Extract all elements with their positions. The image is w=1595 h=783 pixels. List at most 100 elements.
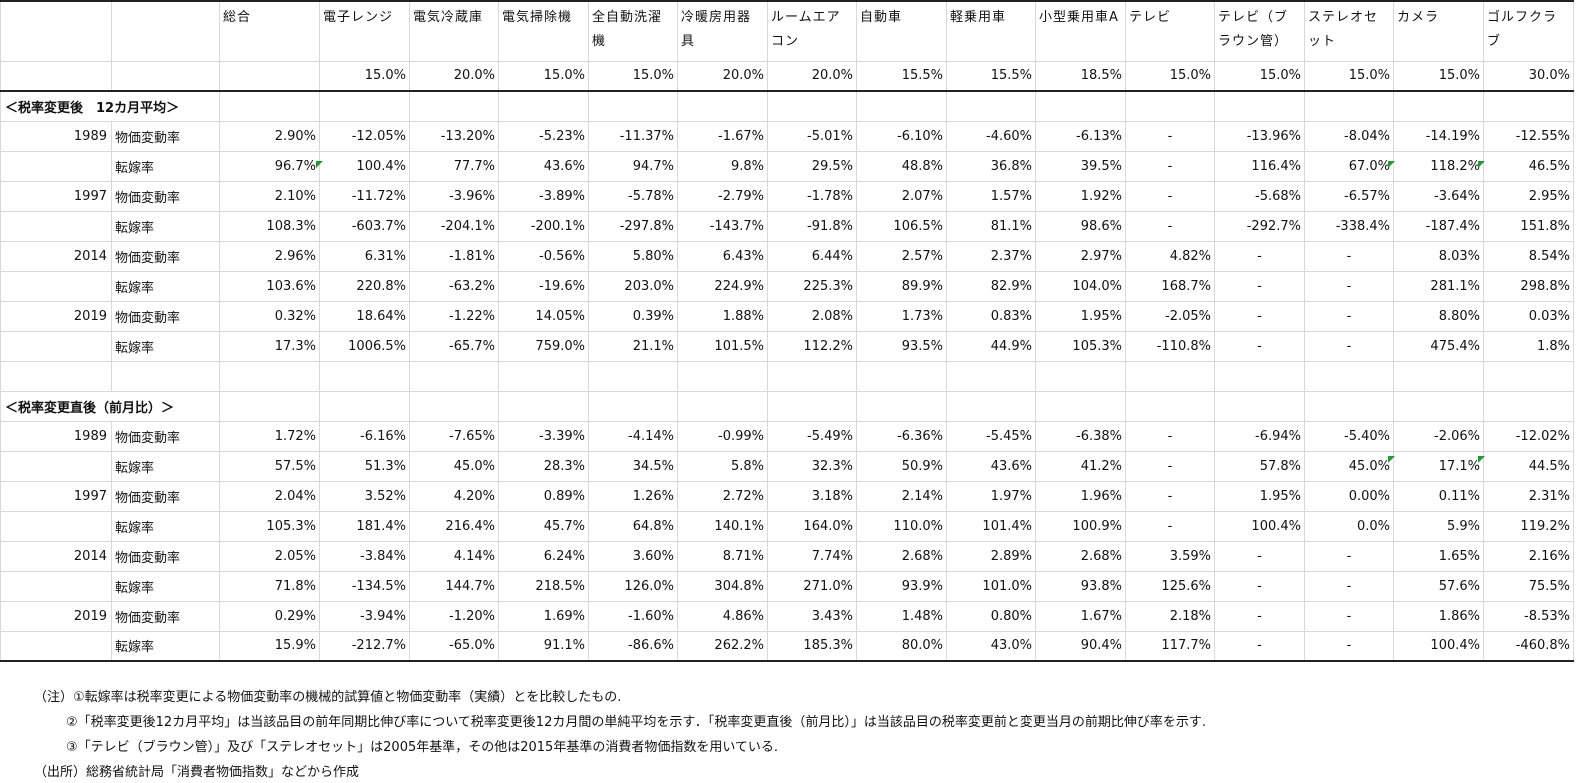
year-cell[interactable]: 2019 (0, 600, 112, 632)
empty-cell[interactable] (219, 360, 320, 392)
value-cell[interactable]: 90.4% (1035, 630, 1126, 662)
header-product[interactable]: 小型乗用車A (1035, 0, 1126, 62)
value-cell[interactable]: 43.6% (498, 150, 589, 182)
value-cell[interactable]: -1.78% (767, 180, 857, 212)
value-cell[interactable]: 8.80% (1393, 300, 1484, 332)
value-cell[interactable]: 41.2% (1035, 450, 1126, 482)
value-cell[interactable]: -63.2% (409, 270, 499, 302)
metric-label[interactable]: 転嫁率 (111, 450, 220, 482)
value-cell[interactable]: 93.8% (1035, 570, 1126, 602)
tax-rate-cell[interactable]: 15.0% (319, 60, 410, 92)
value-cell[interactable]: -13.20% (409, 120, 499, 152)
value-cell[interactable]: 168.7% (1125, 270, 1215, 302)
tax-rate-cell[interactable]: 15.0% (1393, 60, 1484, 92)
value-cell[interactable]: -65.0% (409, 630, 499, 662)
value-cell[interactable]: 67.0% (1304, 150, 1394, 182)
value-cell[interactable]: 2.72% (677, 480, 768, 512)
value-cell[interactable]: 100.4% (319, 150, 410, 182)
comment-indicator[interactable] (1478, 161, 1485, 168)
empty-cell[interactable] (0, 0, 112, 62)
year-cell[interactable]: 1997 (0, 480, 112, 512)
value-cell[interactable]: 93.9% (856, 570, 947, 602)
empty-cell[interactable] (219, 90, 320, 122)
value-cell[interactable]: 2.10% (219, 180, 320, 212)
value-cell[interactable]: 3.52% (319, 480, 410, 512)
value-cell[interactable]: 100.9% (1035, 510, 1126, 542)
empty-cell[interactable] (1304, 360, 1394, 392)
empty-cell[interactable] (588, 390, 678, 422)
value-cell[interactable]: 1.57% (946, 180, 1036, 212)
metric-label[interactable]: 転嫁率 (111, 510, 220, 542)
value-cell[interactable]: 298.8% (1483, 270, 1574, 302)
value-cell[interactable]: 117.7% (1125, 630, 1215, 662)
value-cell[interactable]: -212.7% (319, 630, 410, 662)
value-cell[interactable]: -65.7% (409, 330, 499, 362)
metric-label[interactable]: 転嫁率 (111, 150, 220, 182)
value-cell[interactable]: 1.97% (946, 480, 1036, 512)
value-cell[interactable]: 100.4% (1393, 630, 1484, 662)
value-cell[interactable]: 3.18% (767, 480, 857, 512)
empty-cell[interactable] (1125, 360, 1215, 392)
header-product[interactable]: 電気掃除機 (498, 0, 589, 62)
value-cell[interactable]: 8.03% (1393, 240, 1484, 272)
value-cell[interactable]: - (1214, 600, 1305, 632)
value-cell[interactable]: -12.05% (319, 120, 410, 152)
value-cell[interactable]: 6.44% (767, 240, 857, 272)
value-cell[interactable]: -0.56% (498, 240, 589, 272)
value-cell[interactable]: 112.2% (767, 330, 857, 362)
value-cell[interactable]: 2.89% (946, 540, 1036, 572)
value-cell[interactable]: -13.96% (1214, 120, 1305, 152)
metric-label[interactable]: 物価変動率 (111, 420, 220, 452)
header-product[interactable]: 電気冷蔵庫 (409, 0, 499, 62)
value-cell[interactable]: 225.3% (767, 270, 857, 302)
year-cell[interactable] (0, 630, 112, 662)
empty-cell[interactable] (219, 60, 320, 92)
value-cell[interactable]: 48.8% (856, 150, 947, 182)
value-cell[interactable]: 1.69% (498, 600, 589, 632)
value-cell[interactable]: 1.95% (1035, 300, 1126, 332)
value-cell[interactable]: 8.71% (677, 540, 768, 572)
empty-cell[interactable] (1393, 90, 1484, 122)
value-cell[interactable]: 5.80% (588, 240, 678, 272)
value-cell[interactable]: 1.48% (856, 600, 947, 632)
value-cell[interactable]: - (1304, 630, 1394, 662)
empty-cell[interactable] (1035, 390, 1126, 422)
tax-rate-cell[interactable]: 30.0% (1483, 60, 1574, 92)
value-cell[interactable]: - (1125, 120, 1215, 152)
value-cell[interactable]: 2.08% (767, 300, 857, 332)
value-cell[interactable]: 106.5% (856, 210, 947, 242)
value-cell[interactable]: 101.4% (946, 510, 1036, 542)
empty-cell[interactable] (1483, 390, 1574, 422)
value-cell[interactable]: 43.6% (946, 450, 1036, 482)
empty-cell[interactable] (1125, 90, 1215, 122)
metric-label[interactable]: 物価変動率 (111, 540, 220, 572)
value-cell[interactable]: -11.37% (588, 120, 678, 152)
value-cell[interactable]: 144.7% (409, 570, 499, 602)
tax-rate-cell[interactable]: 15.0% (1125, 60, 1215, 92)
value-cell[interactable]: 203.0% (588, 270, 678, 302)
value-cell[interactable]: -5.45% (946, 420, 1036, 452)
value-cell[interactable]: - (1214, 300, 1305, 332)
empty-cell[interactable] (498, 390, 589, 422)
value-cell[interactable]: -12.02% (1483, 420, 1574, 452)
tax-rate-cell[interactable]: 15.5% (856, 60, 947, 92)
value-cell[interactable]: 2.57% (856, 240, 947, 272)
tax-rate-cell[interactable]: 18.5% (1035, 60, 1126, 92)
value-cell[interactable]: 1.26% (588, 480, 678, 512)
value-cell[interactable]: -1.20% (409, 600, 499, 632)
value-cell[interactable]: 57.5% (219, 450, 320, 482)
metric-label[interactable]: 転嫁率 (111, 270, 220, 302)
value-cell[interactable]: 125.6% (1125, 570, 1215, 602)
value-cell[interactable]: -4.60% (946, 120, 1036, 152)
value-cell[interactable]: 96.7% (219, 150, 320, 182)
metric-label[interactable]: 転嫁率 (111, 330, 220, 362)
value-cell[interactable]: 110.0% (856, 510, 947, 542)
value-cell[interactable]: 119.2% (1483, 510, 1574, 542)
empty-cell[interactable] (856, 360, 947, 392)
empty-cell[interactable] (319, 90, 410, 122)
value-cell[interactable]: - (1304, 600, 1394, 632)
metric-label[interactable]: 転嫁率 (111, 210, 220, 242)
metric-label[interactable]: 転嫁率 (111, 570, 220, 602)
value-cell[interactable]: -1.60% (588, 600, 678, 632)
value-cell[interactable]: -6.10% (856, 120, 947, 152)
